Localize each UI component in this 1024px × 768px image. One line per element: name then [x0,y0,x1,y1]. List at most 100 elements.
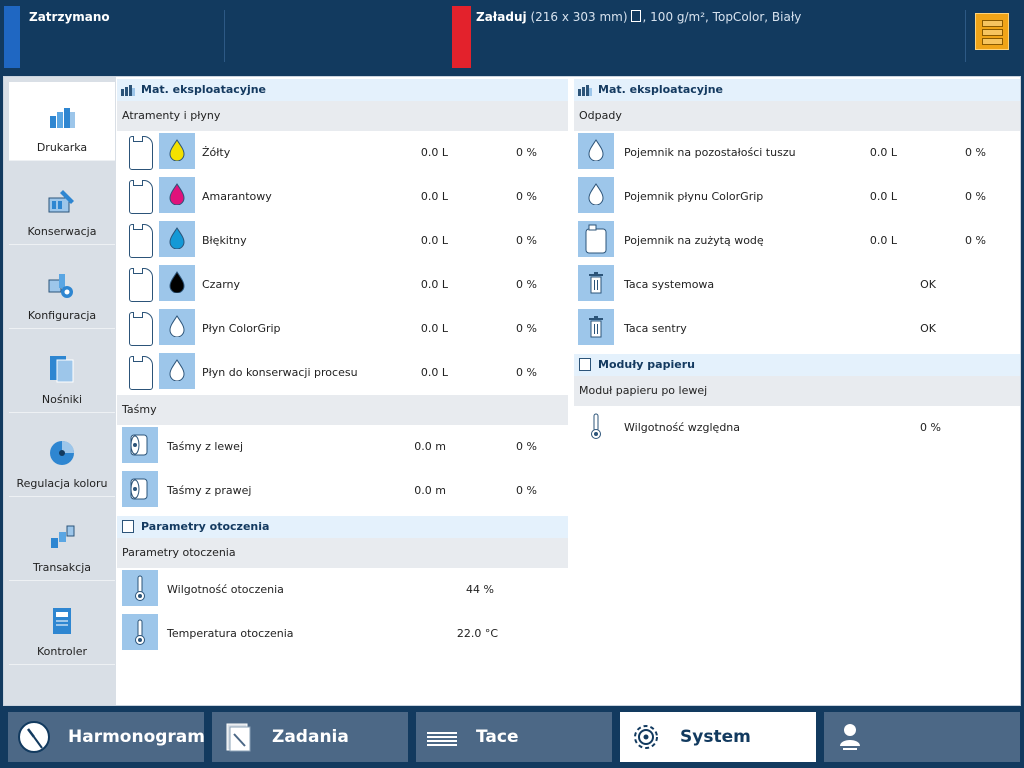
nav-item-maintenance[interactable]: Konserwacja [9,166,115,245]
ink-container-icon [129,312,153,346]
waste-name: Pojemnik płynu ColorGrip [624,190,764,203]
ink-container-icon [129,180,153,214]
waste-header: Odpady [574,101,1020,131]
tab-trays[interactable]: Tace [416,712,612,762]
tape-percent: 0 % [516,484,537,497]
tab-system[interactable]: System [620,712,816,762]
nav-item-media[interactable]: Nośniki [9,334,115,413]
waste-row-ink-residue[interactable]: Pojemnik na pozostałości tuszu 0.0 L 0 % [574,131,1020,175]
ink-row-magenta[interactable]: Amarantowy 0.0 L 0 % [117,175,568,219]
nav-item-configuration[interactable]: Konfiguracja [9,250,115,329]
ink-percent: 0 % [516,278,537,291]
tape-percent: 0 % [516,440,537,453]
tab-label: Tace [476,727,519,747]
waste-state: OK [920,278,936,291]
ink-percent: 0 % [516,190,537,203]
paper-row-humidity[interactable]: Wilgotność względna 0 % [574,406,1020,450]
nav-label: Konserwacja [27,225,97,238]
env-name: Wilgotność otoczenia [167,583,284,596]
ink-row-cyan[interactable]: Błękitny 0.0 L 0 % [117,219,568,263]
waste-row-water[interactable]: Pojemnik na zużytą wodę 0.0 L 0 % [574,219,1020,263]
ink-container-icon [129,224,153,258]
env-row-humidity[interactable]: Wilgotność otoczenia 44 % [117,568,568,612]
tab-jobs[interactable]: Zadania [212,712,408,762]
waste-percent: 0 % [965,190,986,203]
media-icon [50,356,74,383]
clock-icon [18,721,50,753]
paper-param-value: 0 % [920,421,941,434]
divider [224,10,225,62]
nav-item-transaction[interactable]: Transakcja [9,502,115,581]
server-icon[interactable] [975,13,1009,50]
ink-row-yellow[interactable]: Żółty 0.0 L 0 % [117,131,568,175]
left-nav: Drukarka Konserwacja Konfiguracja Nośnik… [4,77,116,705]
configuration-icon [48,274,73,298]
thermometer-icon [591,413,601,439]
load-label: Załaduj [476,10,527,24]
waste-volume: 0.0 L [869,234,897,247]
status-bar: Zatrzymano Załaduj (216 x 303 mm) , 100 g… [0,0,1024,73]
waste-percent: 0 % [965,146,986,159]
fluid-drop-icon [578,177,614,213]
ink-drop-icon [159,221,195,257]
waste-volume: 0.0 L [869,146,897,159]
waste-name: Taca sentry [624,322,687,335]
ink-volume: 0.0 L [420,278,448,291]
nav-item-controller[interactable]: Kontroler [9,586,115,665]
waste-row-sentry-tray[interactable]: Taca sentry OK [574,307,1020,351]
ink-percent: 0 % [516,234,537,247]
section-title: Moduły papieru [598,358,695,371]
load-alert-indicator [452,6,471,68]
ink-volume: 0.0 L [420,322,448,335]
nav-label: Konfiguracja [27,309,97,322]
tab-label: System [680,727,751,747]
env-header: Parametry otoczenia [117,538,568,568]
section-header: Mat. eksploatacyjne [117,79,568,101]
consumables-icon [578,85,592,96]
load-media: , 100 g/m², TopColor, Biały [642,10,802,24]
tape-row-left[interactable]: Taśmy z lewej 0.0 m 0 % [117,425,568,469]
maintenance-icon [48,190,74,213]
nav-label: Transakcja [32,561,92,574]
tab-schedule[interactable]: Harmonogram [8,712,205,762]
ink-row-colorgrip[interactable]: Płyn ColorGrip 0.0 L 0 % [117,307,568,351]
load-message[interactable]: Załaduj (216 x 303 mm) , 100 g/m², TopCol… [476,10,801,24]
ink-row-maintenance-fluid[interactable]: Płyn do konserwacji procesu 0.0 L 0 % [117,351,568,395]
waste-name: Pojemnik na zużytą wodę [624,234,764,247]
status-indicator [4,6,20,68]
section-header: Mat. eksploatacyjne [574,79,1020,101]
tape-roll-icon [122,427,158,463]
jobs-icon [226,723,251,752]
nav-item-printer[interactable]: Drukarka [9,82,115,161]
paper-module-header: Moduł papieru po lewej [574,376,1020,406]
waste-row-system-tray[interactable]: Taca systemowa OK [574,263,1020,307]
ink-percent: 0 % [516,322,537,335]
ink-name: Płyn ColorGrip [202,322,281,335]
consumables-icon [121,85,135,96]
ink-name: Żółty [202,146,231,159]
ink-container-icon [129,136,153,170]
tape-row-right[interactable]: Taśmy z prawej 0.0 m 0 % [117,469,568,513]
ink-row-black[interactable]: Czarny 0.0 L 0 % [117,263,568,307]
transaction-icon [51,525,75,548]
fluid-drop-icon [159,353,195,389]
waste-state: OK [920,322,936,335]
fluid-drop-icon [578,133,614,169]
ink-drop-icon [159,265,195,301]
waste-percent: 0 % [965,234,986,247]
waste-name: Pojemnik na pozostałości tuszu [624,146,796,159]
color-calibration-icon [50,441,74,465]
section-checkbox-icon [122,520,134,533]
ink-volume: 0.0 L [420,366,448,379]
tape-name: Taśmy z lewej [167,440,244,453]
nav-label: Regulacja koloru [16,477,108,490]
fluid-drop-icon [159,309,195,345]
waste-row-colorgrip[interactable]: Pojemnik płynu ColorGrip 0.0 L 0 % [574,175,1020,219]
user-key-icon [840,724,860,750]
tab-user[interactable] [824,712,1020,762]
nav-item-color-calibration[interactable]: Regulacja koloru [9,418,115,497]
waste-volume: 0.0 L [869,190,897,203]
ink-percent: 0 % [516,366,537,379]
env-row-temperature[interactable]: Temperatura otoczenia 22.0 °C [117,612,568,656]
ink-name: Czarny [202,278,241,291]
